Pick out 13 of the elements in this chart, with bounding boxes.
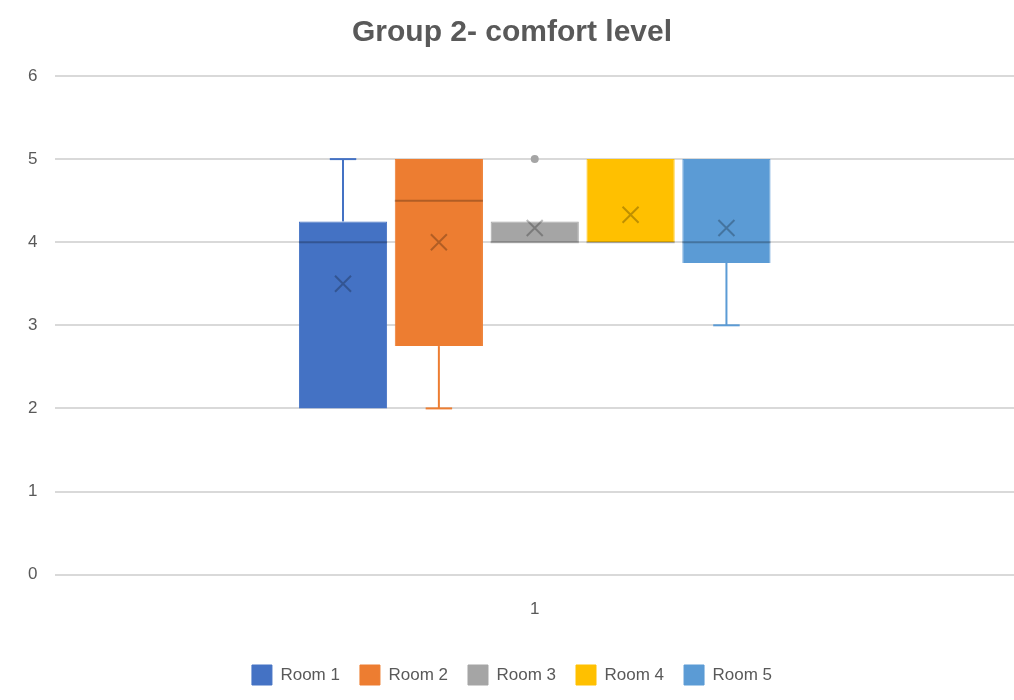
y-tick-label: 2 [27,398,38,418]
y-tick-label: 4 [27,231,38,251]
legend-label: Room 1 [280,664,340,684]
y-tick-label: 1 [27,481,38,501]
legend-label: Room 3 [496,664,557,684]
legend-label: Room 4 [604,664,665,684]
legend-label: Room 2 [388,664,448,684]
chart-title: Group 2- comfort level [351,14,673,48]
y-tick-label: 0 [27,564,38,584]
y-tick-label: 3 [27,314,38,334]
legend-label: Room 5 [712,664,773,684]
y-tick-label: 5 [27,148,38,168]
y-tick-label: 6 [27,65,38,85]
